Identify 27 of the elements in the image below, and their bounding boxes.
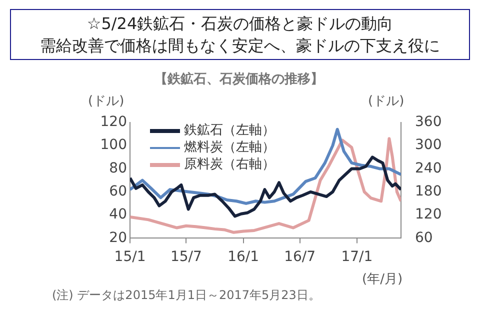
y-tick-label: 120 bbox=[100, 114, 127, 130]
x-tick-label: 15/1 bbox=[114, 249, 146, 266]
chart-subtitle: 需給改善で価格は間もなく安定へ、豪ドルの下支え役に bbox=[39, 35, 441, 57]
y-axis-title: (ドル) bbox=[88, 93, 124, 110]
text: (注) データは2015年1月1日～2017年5月23日。 bbox=[52, 287, 320, 304]
y2-tick-label: 60 bbox=[415, 230, 433, 246]
y2-tick-label: 300 bbox=[415, 137, 442, 154]
y-tick-label: 80 bbox=[109, 160, 127, 176]
x-tick-label: 16/1 bbox=[228, 249, 260, 266]
y2-tick-label: 180 bbox=[415, 184, 442, 200]
y-tick-label: 20 bbox=[109, 230, 127, 246]
y-tick-label: 100 bbox=[100, 137, 127, 154]
legend-label: 鉄鉱石（左軸） bbox=[184, 122, 275, 139]
chart-title: ☆5/24鉄鉱石・石炭の価格と豪ドルの動向 bbox=[86, 13, 394, 35]
y2-tick-label: 120 bbox=[415, 206, 442, 223]
y-tick-label: 40 bbox=[109, 206, 127, 223]
legend-label: 燃料炭（左軸） bbox=[184, 139, 275, 156]
text: 【鉄鉱石、石炭価格の推移】 bbox=[154, 70, 324, 88]
x-tick-label: 16/7 bbox=[284, 249, 316, 266]
x-axis-title: (年/月) bbox=[362, 271, 403, 288]
x-tick-label: 17/1 bbox=[341, 249, 373, 266]
y2-axis-title: (ドル) bbox=[368, 93, 404, 110]
y2-tick-label: 240 bbox=[415, 160, 442, 176]
y2-tick-label: 360 bbox=[415, 114, 442, 130]
x-tick-label: 15/7 bbox=[170, 249, 202, 266]
legend-label: 原料炭（右軸） bbox=[184, 156, 275, 173]
y-tick-label: 60 bbox=[109, 184, 127, 200]
